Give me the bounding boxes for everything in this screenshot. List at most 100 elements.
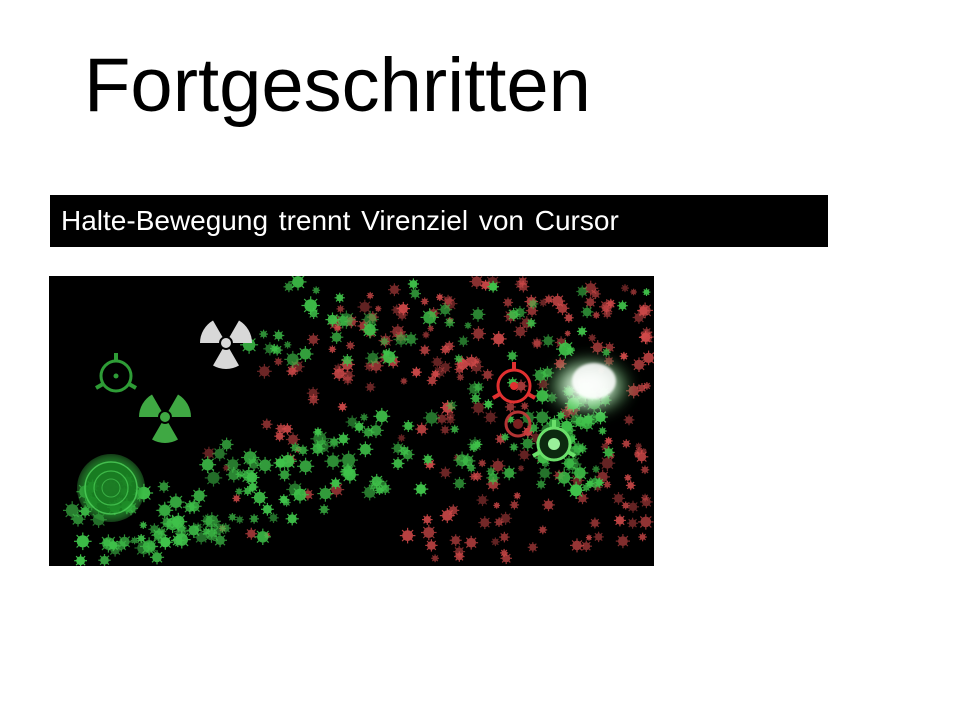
green-virus <box>157 502 173 519</box>
green-virus <box>290 442 301 453</box>
red-virus <box>588 333 597 342</box>
green-virus-base-icon <box>77 454 145 522</box>
green-virus <box>567 481 585 500</box>
red-virus <box>421 514 433 525</box>
green-virus <box>297 457 315 475</box>
red-virus <box>625 480 636 491</box>
red-virus <box>274 357 283 366</box>
green-virus <box>556 339 575 359</box>
red-virus <box>527 542 538 553</box>
green-virus <box>585 479 595 489</box>
red-virus <box>602 308 613 319</box>
green-virus <box>592 465 600 474</box>
green-virus <box>329 437 340 447</box>
red-virus <box>366 291 374 300</box>
green-virus <box>528 422 540 434</box>
red-virus <box>336 304 345 313</box>
red-virus <box>286 365 298 377</box>
green-virus <box>357 441 374 458</box>
green-virus <box>598 426 607 436</box>
red-virus <box>345 341 355 351</box>
green-virus <box>251 489 268 506</box>
red-virus <box>584 296 596 308</box>
green-virus <box>460 453 476 469</box>
green-virus <box>457 335 469 347</box>
green-virus <box>573 414 589 430</box>
green-virus <box>317 485 334 502</box>
green-virus <box>199 456 217 474</box>
green-virus <box>285 512 299 526</box>
green-virus <box>520 436 536 451</box>
green-virus <box>361 484 378 501</box>
red-virus <box>563 312 574 323</box>
red-virus <box>550 293 566 309</box>
green-virus <box>339 450 359 470</box>
game-scene <box>49 276 654 566</box>
red-virus <box>630 288 637 296</box>
green-virus <box>334 292 345 303</box>
green-virus <box>362 425 375 439</box>
red-virus <box>539 298 548 307</box>
green-virus <box>642 288 651 297</box>
red-virus <box>245 527 258 540</box>
green-virus <box>413 481 429 497</box>
green-virus <box>149 550 165 565</box>
green-virus <box>506 350 518 362</box>
red-virus <box>635 442 642 450</box>
green-virus <box>160 516 174 530</box>
green-virus <box>420 308 439 327</box>
white-glow-burst <box>544 354 634 418</box>
green-virus <box>313 437 332 455</box>
red-virus <box>275 423 287 435</box>
green-virus <box>536 479 547 490</box>
red-virus <box>422 331 430 339</box>
green-virus <box>423 409 441 427</box>
green-virus <box>242 486 253 496</box>
green-virus <box>249 513 260 524</box>
red-virus <box>641 493 649 502</box>
red-virus <box>478 459 487 468</box>
green-virus <box>224 456 241 473</box>
green-virus <box>400 447 415 462</box>
green-virus <box>576 285 589 298</box>
green-virus <box>500 432 510 442</box>
green-virus <box>278 452 297 471</box>
red-virus <box>447 504 460 517</box>
green-virus <box>272 329 285 342</box>
red-virus <box>520 402 529 411</box>
red-virus <box>626 500 640 513</box>
red-virus <box>331 366 347 381</box>
red-virus <box>517 280 530 293</box>
green-virus <box>556 410 566 421</box>
red-virus <box>606 298 616 308</box>
red-virus <box>603 480 612 489</box>
green-virus <box>318 504 330 515</box>
red-virus <box>337 402 348 412</box>
green-virus <box>391 457 405 470</box>
red-virus <box>426 375 438 386</box>
green-virus <box>501 465 517 481</box>
red-virus <box>517 465 525 472</box>
red-virus <box>615 534 631 549</box>
red-virus <box>494 517 504 527</box>
green-virus <box>379 336 389 347</box>
green-virus <box>157 480 171 493</box>
green-virus <box>193 529 209 545</box>
green-virus <box>167 493 185 511</box>
green-virus <box>193 522 203 532</box>
red-virus <box>440 425 450 435</box>
green-virus <box>324 452 342 470</box>
green-virus <box>360 413 369 422</box>
red-virus <box>333 363 344 374</box>
red-virus <box>454 356 470 372</box>
red-virus <box>513 492 521 500</box>
green-virus <box>533 408 551 426</box>
red-virus <box>387 283 401 297</box>
red-virus <box>357 299 373 315</box>
green-virus <box>291 485 309 504</box>
green-virus <box>409 287 422 300</box>
green-virus <box>454 354 464 364</box>
green-virus <box>361 321 379 339</box>
red-virus <box>640 465 650 475</box>
red-virus <box>469 276 485 289</box>
